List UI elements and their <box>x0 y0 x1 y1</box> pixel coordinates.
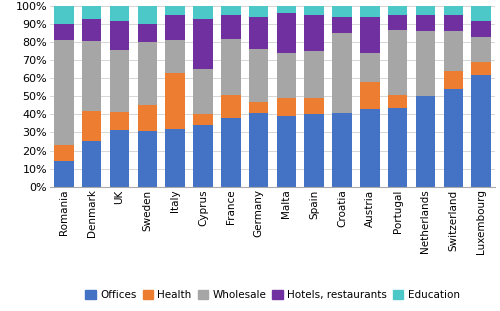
Bar <box>249 102 268 113</box>
Bar <box>332 17 352 33</box>
Bar <box>249 113 268 187</box>
Bar <box>221 6 240 15</box>
Bar <box>138 131 157 187</box>
Bar <box>82 19 102 41</box>
Bar <box>166 40 185 73</box>
Bar <box>54 40 74 145</box>
Bar <box>360 17 380 53</box>
Bar <box>110 6 130 21</box>
Bar <box>332 33 352 113</box>
Bar <box>276 98 296 116</box>
Bar <box>54 161 74 187</box>
Bar <box>360 82 380 109</box>
Bar <box>166 15 185 40</box>
Bar <box>444 6 463 15</box>
Bar <box>221 118 240 187</box>
Bar <box>444 31 463 71</box>
Bar <box>221 39 240 95</box>
Bar <box>388 15 407 30</box>
Bar <box>304 51 324 98</box>
Bar <box>388 108 407 187</box>
Bar <box>304 6 324 15</box>
Bar <box>166 129 185 187</box>
Bar <box>416 31 435 96</box>
Bar <box>54 6 74 24</box>
Bar <box>249 6 268 17</box>
Bar <box>138 42 157 105</box>
Bar <box>110 21 130 50</box>
Bar <box>166 73 185 129</box>
Bar <box>444 15 463 31</box>
Bar <box>221 95 240 118</box>
Bar <box>304 114 324 187</box>
Bar <box>249 49 268 102</box>
Bar <box>276 116 296 187</box>
Bar <box>138 24 157 42</box>
Bar <box>416 6 435 15</box>
Bar <box>304 15 324 51</box>
Bar <box>276 13 296 53</box>
Bar <box>444 89 463 187</box>
Bar <box>444 71 463 89</box>
Bar <box>360 109 380 187</box>
Bar <box>472 37 491 62</box>
Bar <box>332 113 352 187</box>
Bar <box>388 6 407 15</box>
Bar <box>388 30 407 95</box>
Bar <box>304 98 324 114</box>
Bar <box>193 6 212 19</box>
Bar <box>110 112 130 130</box>
Bar <box>193 19 212 69</box>
Bar <box>472 62 491 75</box>
Bar <box>54 145 74 161</box>
Bar <box>388 95 407 108</box>
Bar <box>110 130 130 187</box>
Bar <box>276 53 296 98</box>
Bar <box>221 15 240 39</box>
Bar <box>193 114 212 125</box>
Bar <box>472 75 491 187</box>
Bar <box>138 105 157 131</box>
Bar <box>276 6 296 13</box>
Bar <box>166 6 185 15</box>
Bar <box>360 53 380 82</box>
Bar <box>249 17 268 49</box>
Bar <box>110 50 130 112</box>
Bar <box>82 141 102 187</box>
Bar <box>193 125 212 187</box>
Bar <box>416 96 435 187</box>
Bar <box>332 6 352 17</box>
Bar <box>82 41 102 111</box>
Bar <box>82 111 102 141</box>
Bar <box>54 24 74 40</box>
Bar <box>138 6 157 24</box>
Bar <box>472 6 491 21</box>
Bar <box>360 6 380 17</box>
Legend: Offices, Health, Wholesale, Hotels, restaurants, Education: Offices, Health, Wholesale, Hotels, rest… <box>81 285 464 304</box>
Bar <box>472 21 491 37</box>
Bar <box>82 6 102 19</box>
Bar <box>193 69 212 114</box>
Bar <box>416 15 435 31</box>
